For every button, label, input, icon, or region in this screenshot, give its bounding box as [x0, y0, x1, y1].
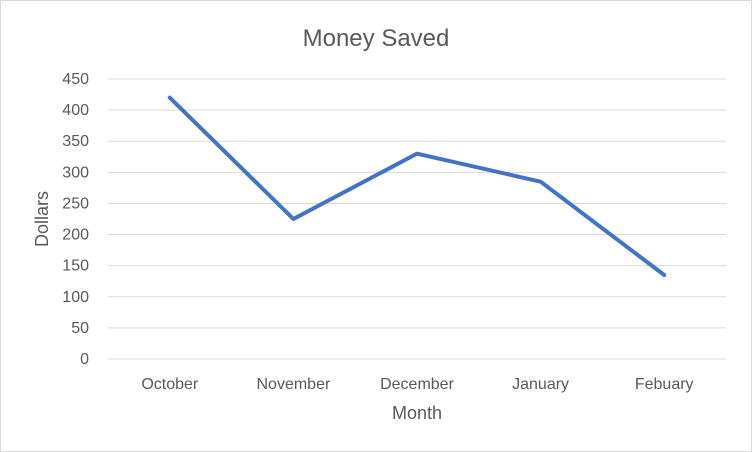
data-point [168, 96, 172, 100]
x-tick-label: January [512, 376, 569, 393]
x-axis-label: Month [392, 403, 442, 423]
data-point [291, 217, 295, 221]
data-point [415, 152, 419, 156]
series-group [167, 95, 667, 277]
y-tick-label: 50 [71, 320, 89, 337]
y-tick-label: 0 [80, 351, 89, 368]
data-point [539, 180, 543, 184]
y-tick-label: 300 [62, 164, 89, 181]
data-point [662, 273, 666, 277]
x-axis-ticks: October November December January Febuary [141, 376, 693, 393]
x-tick-label: October [141, 376, 199, 393]
y-tick-label: 450 [62, 71, 89, 88]
y-tick-label: 200 [62, 227, 89, 244]
y-axis-label: Dollars [32, 191, 52, 247]
gridlines [108, 78, 726, 360]
y-tick-label: 250 [62, 195, 89, 212]
y-tick-label: 100 [62, 289, 89, 306]
y-axis-ticks: 0 50 100 150 200 250 300 350 400 450 [62, 71, 89, 368]
chart-title: Money Saved [303, 25, 450, 52]
x-tick-label: December [380, 376, 454, 393]
y-tick-label: 350 [62, 133, 89, 150]
series-line [167, 95, 667, 277]
x-tick-label: Febuary [635, 376, 694, 393]
y-tick-label: 150 [62, 258, 89, 275]
x-tick-label: November [256, 376, 330, 393]
y-tick-label: 400 [62, 102, 89, 119]
